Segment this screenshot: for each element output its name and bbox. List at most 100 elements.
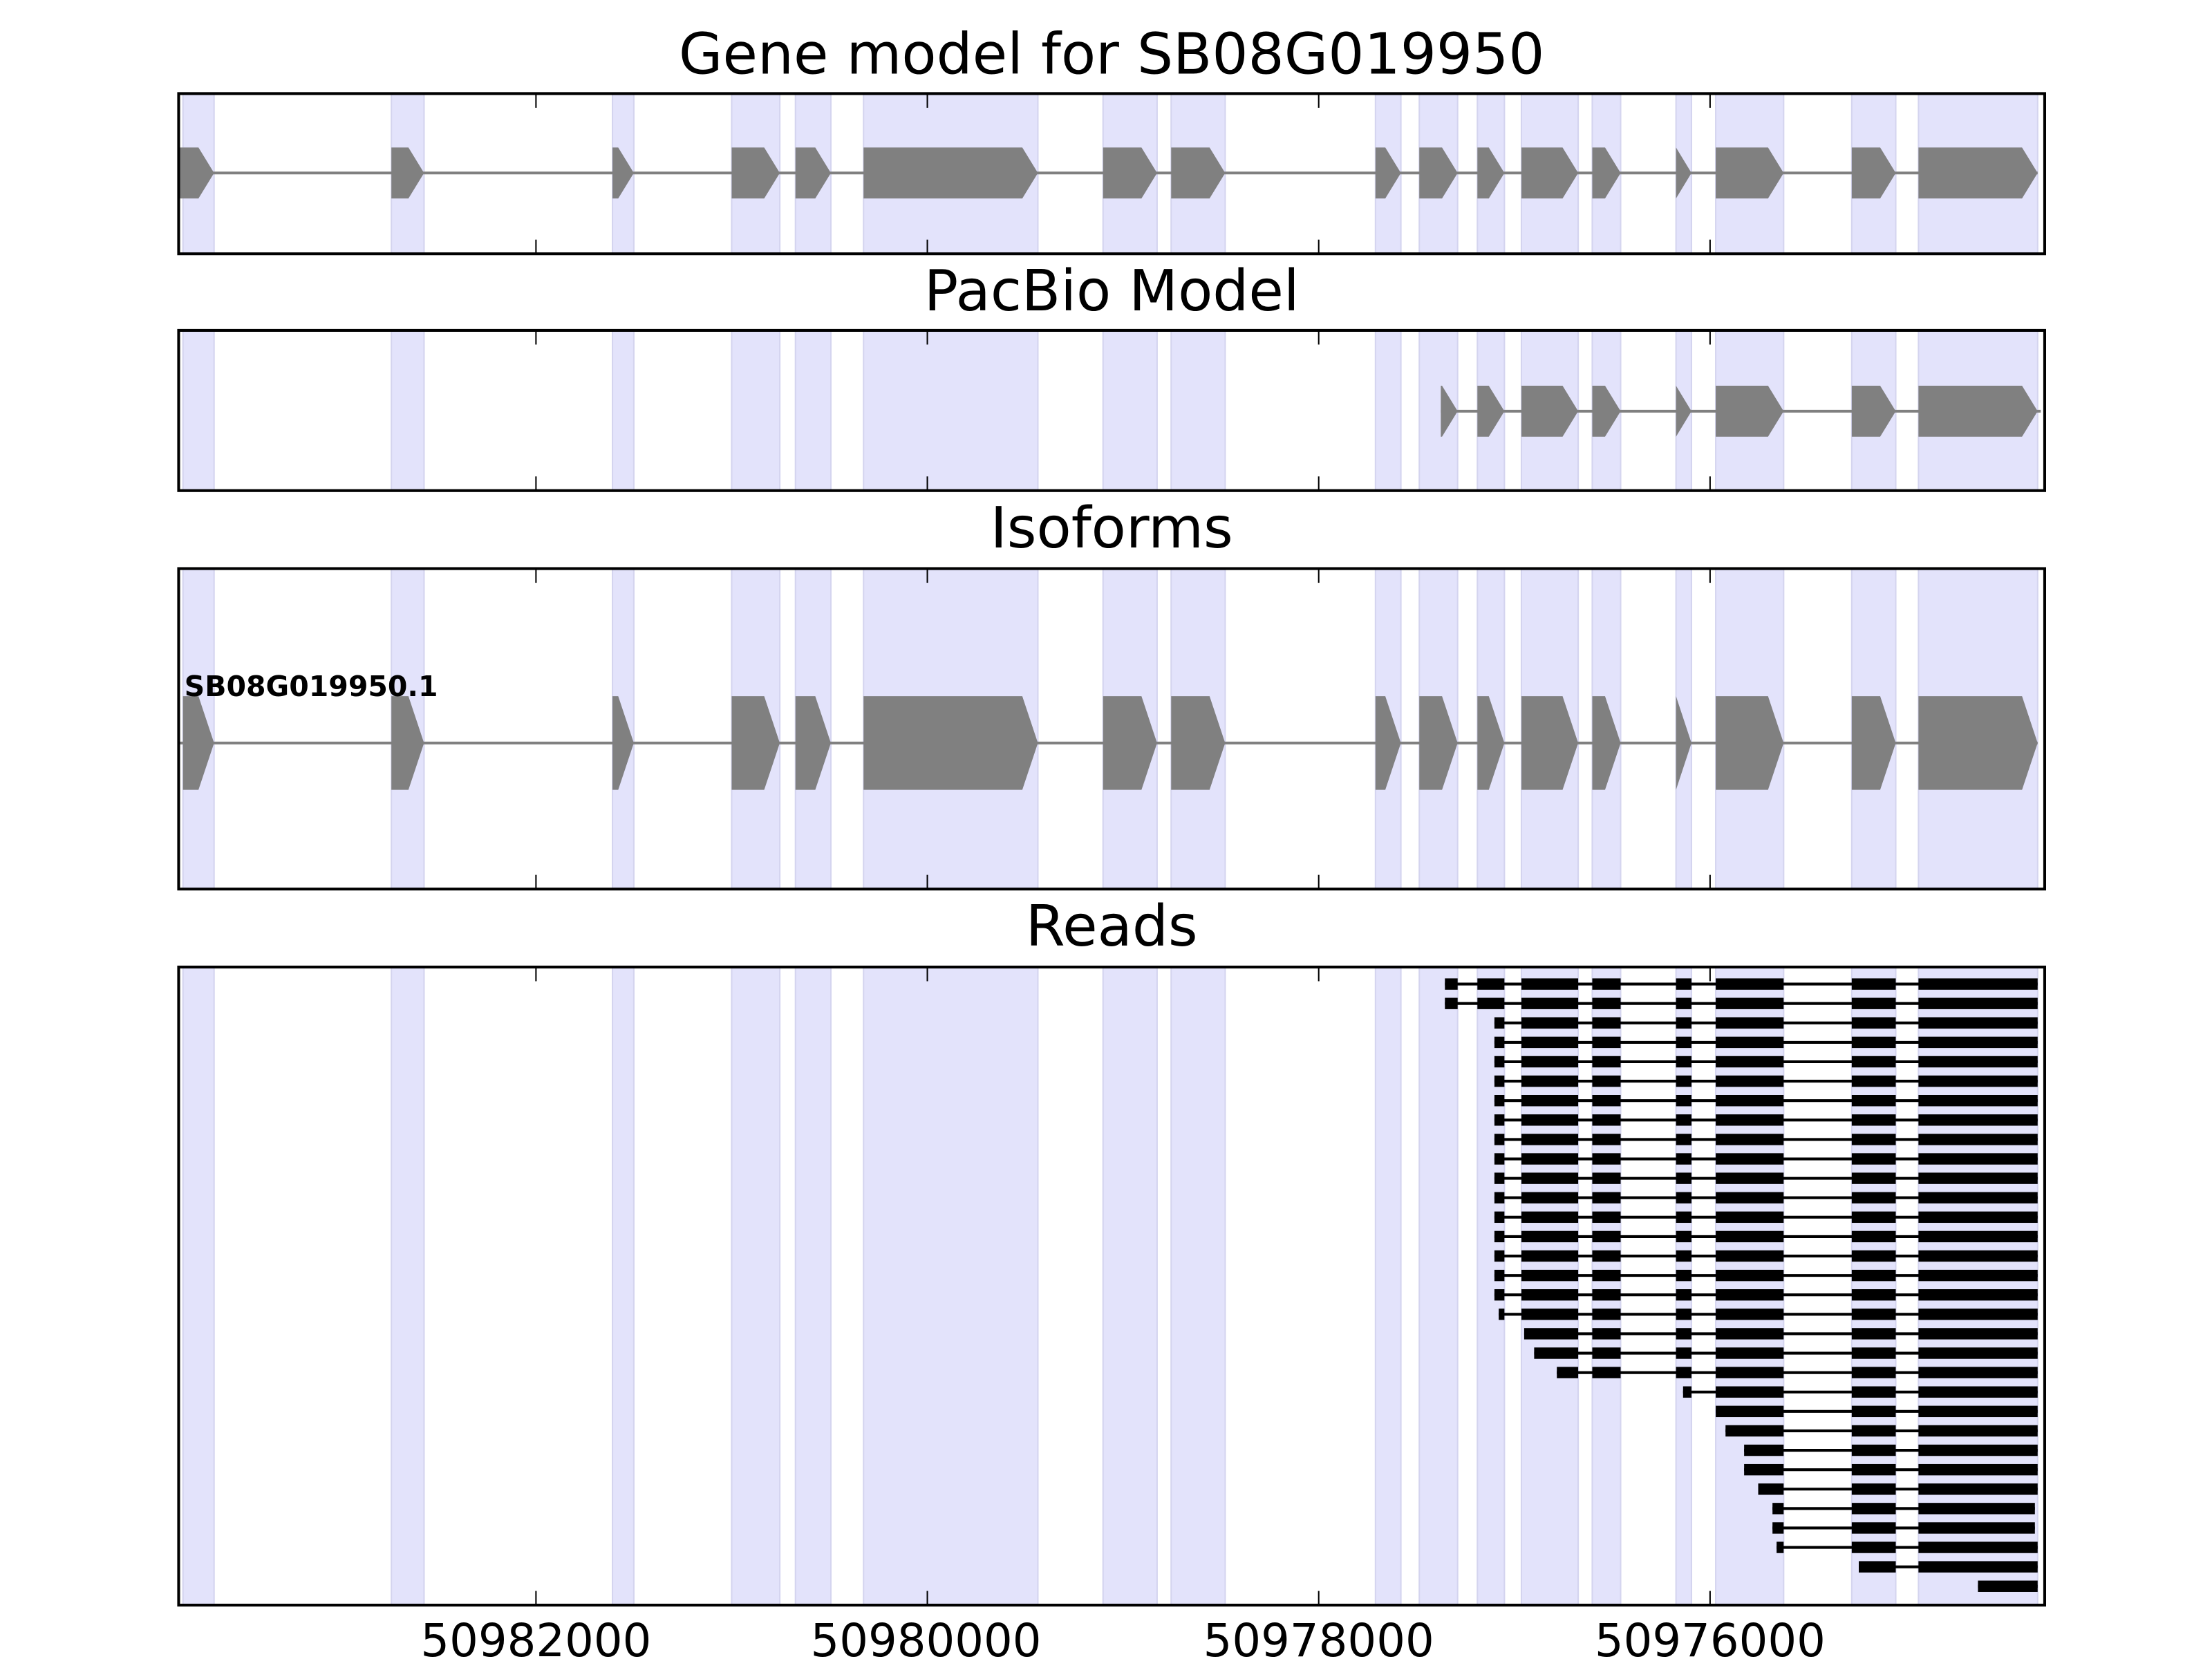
read bbox=[1772, 1522, 2035, 1534]
read-block bbox=[1918, 1017, 2038, 1029]
read-block bbox=[1494, 1134, 1505, 1145]
read-block bbox=[1918, 1269, 2038, 1282]
read bbox=[1978, 1580, 2038, 1592]
read-block bbox=[1851, 1172, 1896, 1184]
read bbox=[1772, 1503, 2035, 1515]
exon-shade-region bbox=[1374, 329, 1402, 491]
read bbox=[1499, 1309, 2038, 1320]
exon-arrow bbox=[182, 696, 214, 790]
exon-arrow bbox=[1676, 385, 1691, 437]
read-block bbox=[1918, 1541, 2038, 1553]
exon-arrow bbox=[1676, 147, 1691, 199]
read-block bbox=[1716, 1192, 1784, 1203]
read-block bbox=[1676, 1134, 1691, 1145]
read-block bbox=[1494, 1269, 1505, 1282]
exon-shade-region bbox=[182, 966, 215, 1606]
read-block bbox=[1716, 1386, 1784, 1398]
read-block bbox=[1521, 1269, 1579, 1282]
read-block bbox=[1592, 1095, 1621, 1107]
exon-arrow bbox=[1103, 696, 1157, 790]
read-block bbox=[1477, 997, 1505, 1009]
read bbox=[1744, 1444, 2038, 1456]
exon-arrow bbox=[1521, 696, 1579, 790]
gene-model-panel bbox=[177, 92, 2046, 256]
read-block bbox=[1592, 1056, 1621, 1068]
read-block bbox=[1592, 1230, 1621, 1243]
read-block bbox=[1494, 1075, 1505, 1087]
exon-arrow bbox=[1521, 385, 1579, 437]
exon-shade-region bbox=[1102, 966, 1158, 1606]
read-block bbox=[1851, 1309, 1896, 1320]
read-block bbox=[1851, 1075, 1896, 1087]
exon-arrow bbox=[1103, 147, 1157, 199]
read-block bbox=[1918, 1230, 2038, 1243]
read bbox=[1557, 1367, 2038, 1378]
read-block bbox=[1676, 1036, 1691, 1049]
read-block bbox=[1851, 1114, 1896, 1126]
read-block bbox=[1851, 1347, 1896, 1359]
read-block bbox=[1918, 1328, 2038, 1340]
read-block bbox=[1851, 1095, 1896, 1107]
read-block bbox=[1918, 1134, 2038, 1145]
read-block bbox=[1918, 1347, 2038, 1359]
exon-shade-region bbox=[1918, 966, 2038, 1606]
read-block bbox=[1592, 978, 1621, 990]
read-block bbox=[1494, 1250, 1505, 1262]
read-block bbox=[1851, 1036, 1896, 1049]
read-block bbox=[1676, 978, 1691, 990]
read-block bbox=[1521, 1056, 1579, 1068]
read-block bbox=[1716, 1036, 1784, 1049]
exon-shade-region bbox=[612, 966, 635, 1606]
read-block bbox=[1521, 1192, 1579, 1203]
read bbox=[1859, 1561, 2038, 1573]
read-block bbox=[1716, 1075, 1784, 1087]
read-block bbox=[1521, 1075, 1579, 1087]
read-block bbox=[1851, 1367, 1896, 1378]
read-block bbox=[1716, 1328, 1784, 1340]
exon-arrow bbox=[1851, 385, 1896, 437]
read-block bbox=[1918, 997, 2038, 1009]
panel-title-isoforms: Isoforms bbox=[991, 496, 1233, 561]
read-block bbox=[1676, 1114, 1691, 1126]
read-block bbox=[1772, 1522, 1784, 1534]
read-block bbox=[1777, 1541, 1784, 1553]
read-block bbox=[1592, 1347, 1621, 1359]
read-block bbox=[1918, 978, 2038, 990]
exon-arrow bbox=[731, 147, 780, 199]
read-block bbox=[1725, 1425, 1784, 1437]
exon-arrow bbox=[612, 147, 634, 199]
read-block bbox=[1592, 1114, 1621, 1126]
read-block bbox=[1918, 1114, 2038, 1126]
read-block bbox=[1521, 1230, 1579, 1243]
read bbox=[1725, 1425, 2038, 1437]
read-block bbox=[1521, 1211, 1579, 1224]
exon-arrow bbox=[1592, 147, 1621, 199]
read bbox=[1445, 997, 2038, 1009]
read-block bbox=[1716, 1056, 1784, 1068]
exon-arrow bbox=[391, 696, 424, 790]
read-block bbox=[1676, 1172, 1691, 1184]
read bbox=[1494, 1036, 2038, 1049]
read bbox=[1494, 1289, 2038, 1301]
read-block bbox=[1918, 1309, 2038, 1320]
read bbox=[1524, 1328, 2038, 1340]
read-block bbox=[1716, 1153, 1784, 1165]
read-block bbox=[1494, 1114, 1505, 1126]
read bbox=[1494, 1192, 2038, 1203]
read-block bbox=[1851, 1017, 1896, 1029]
isoforms-panel bbox=[177, 567, 2046, 891]
read-block bbox=[1918, 1211, 2038, 1224]
read-block bbox=[1592, 1134, 1621, 1145]
read bbox=[1777, 1541, 2038, 1553]
read-block bbox=[1978, 1580, 2038, 1592]
read-block bbox=[1676, 1056, 1691, 1068]
read-block bbox=[1918, 1503, 2035, 1515]
read-block bbox=[1918, 1463, 2038, 1476]
read-block bbox=[1592, 1250, 1621, 1262]
read-block bbox=[1918, 1425, 2038, 1437]
read-block bbox=[1494, 1153, 1505, 1165]
read-block bbox=[1851, 1425, 1896, 1437]
read-block bbox=[1676, 1192, 1691, 1203]
read-block bbox=[1851, 1522, 1896, 1534]
